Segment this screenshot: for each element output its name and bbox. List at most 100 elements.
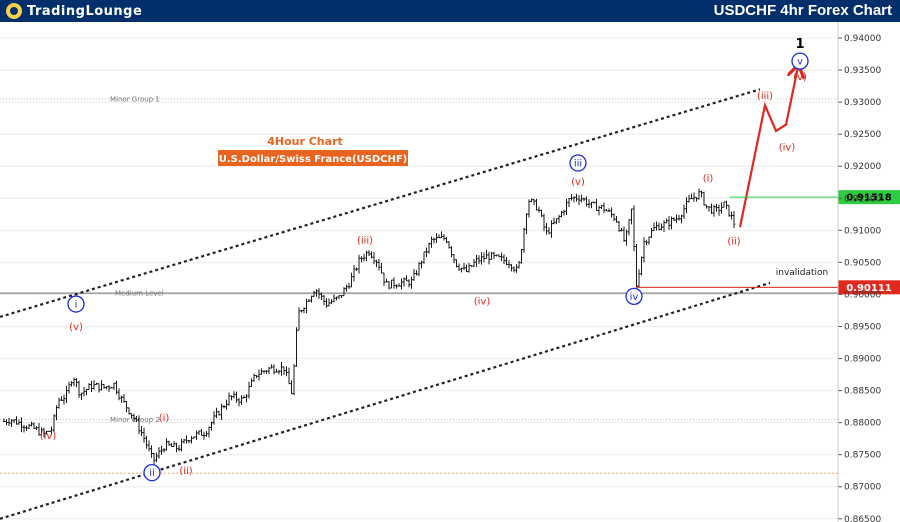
ohlc-bar xyxy=(197,430,201,436)
ohlc-bar xyxy=(710,203,713,215)
ohlc-bar xyxy=(532,199,536,206)
wave-label: (ii) xyxy=(179,466,192,477)
logo-text: TradingLounge xyxy=(27,3,143,19)
ohlc-bar xyxy=(505,256,508,266)
ohlc-bar xyxy=(27,423,31,429)
ohlc-bar xyxy=(425,247,428,257)
ohlc-bar xyxy=(22,424,26,433)
ohlc-bar xyxy=(647,236,651,245)
ohlc-bar xyxy=(295,327,298,367)
chart-subtitle: U.S.Dollar/Swiss France(USDCHF) xyxy=(219,154,408,165)
ohlc-bar xyxy=(412,268,416,281)
y-tick-label: 0.90500 xyxy=(844,258,881,268)
ohlc-bar xyxy=(315,289,318,297)
wave-circle xyxy=(625,287,643,306)
wave-label: ii xyxy=(149,468,155,479)
ohlc-bar xyxy=(10,419,13,428)
ohlc-bar xyxy=(585,196,588,207)
wave-label: (iv) xyxy=(40,431,57,442)
ohlc-bar xyxy=(77,380,81,398)
ohlc-bar xyxy=(332,294,336,303)
ohlc-bar xyxy=(587,199,591,209)
wave-label: (iv) xyxy=(474,296,491,307)
ohlc-bar xyxy=(362,253,366,262)
ohlc-bar xyxy=(725,200,728,210)
ohlc-bar xyxy=(597,205,601,216)
ohlc-bar xyxy=(202,431,206,440)
ohlc-bar xyxy=(370,251,373,259)
ohlc-bar xyxy=(250,378,253,387)
ohlc-bar xyxy=(285,366,288,377)
ohlc-bar xyxy=(550,220,553,238)
y-tick-label: 0.94000 xyxy=(844,34,881,44)
ohlc-bar xyxy=(525,213,528,235)
logo-icon xyxy=(6,3,22,19)
ohlc-bar xyxy=(172,441,176,447)
ohlc-bar xyxy=(422,251,426,264)
ohlc-bar xyxy=(207,426,211,438)
ohlc-bar xyxy=(25,425,28,431)
wave-label: i xyxy=(75,300,78,311)
ohlc-bar xyxy=(137,415,141,435)
ohlc-bar xyxy=(147,440,151,452)
ohlc-bar xyxy=(600,205,603,210)
y-tick-label: 0.88500 xyxy=(844,387,881,397)
ohlc-bar xyxy=(520,248,523,264)
ohlc-bar xyxy=(697,188,701,200)
y-tick-label: 0.91000 xyxy=(844,226,881,236)
ohlc-bar xyxy=(507,260,511,269)
level-lines: Minor Group 1 Medium Level Minor Group 2 xyxy=(0,37,838,520)
ohlc-bar xyxy=(660,223,663,231)
annotation-text: invalidation xyxy=(776,268,829,278)
projection-path xyxy=(738,67,798,228)
ohlc-bar xyxy=(640,256,643,276)
ohlc-bar xyxy=(625,229,628,246)
ohlc-bar xyxy=(187,439,191,444)
ohlc-bar xyxy=(52,414,56,433)
ohlc-bar xyxy=(492,251,496,259)
ohlc-bar xyxy=(327,298,331,307)
ohlc-bar xyxy=(620,227,623,232)
ohlc-bar xyxy=(477,255,481,264)
ohlc-bar xyxy=(40,427,43,436)
ohlc-bar xyxy=(400,278,403,290)
ohlc-bar xyxy=(5,419,8,426)
ohlc-bar xyxy=(280,361,283,376)
ohlc-bar xyxy=(485,250,488,259)
ohlc-bar xyxy=(357,254,361,274)
ohlc-bar xyxy=(275,368,278,373)
ohlc-bar xyxy=(617,220,621,232)
ohlc-bar xyxy=(32,422,36,430)
ohlc-bar xyxy=(570,193,573,201)
ohlc-bar xyxy=(582,197,586,202)
ohlc-bar xyxy=(145,435,148,449)
ohlc-bar xyxy=(82,386,86,397)
ohlc-bar xyxy=(487,251,491,265)
ohlc-bar xyxy=(140,426,143,437)
y-tick-label: 0.92000 xyxy=(844,162,881,172)
ohlc-bar xyxy=(72,377,76,387)
ohlc-bar xyxy=(85,388,88,396)
ohlc-bar xyxy=(307,298,311,302)
ohlc-bar xyxy=(555,218,558,225)
ohlc-bar xyxy=(715,203,718,212)
ohlc-bar xyxy=(75,378,78,388)
ohlc-bar xyxy=(652,222,656,232)
ohlc-bar xyxy=(245,394,248,403)
ohlc-bar xyxy=(205,430,208,437)
ohlc-bar xyxy=(657,222,661,231)
ohlc-bar xyxy=(117,388,121,401)
ohlc-bar xyxy=(287,367,291,385)
ohlc-bar xyxy=(497,254,501,258)
ohlc-bar xyxy=(562,209,566,216)
ohlc-bar xyxy=(435,233,438,244)
ohlc-bar xyxy=(590,201,593,209)
ohlc-bar xyxy=(297,307,301,331)
ohlc-bar xyxy=(335,296,338,301)
ohlc-bar xyxy=(167,440,171,446)
wave-label: (iv) xyxy=(779,143,796,154)
ohlc-bar xyxy=(700,190,703,198)
wave-label: iv xyxy=(630,292,639,303)
ohlc-bar xyxy=(385,278,388,283)
